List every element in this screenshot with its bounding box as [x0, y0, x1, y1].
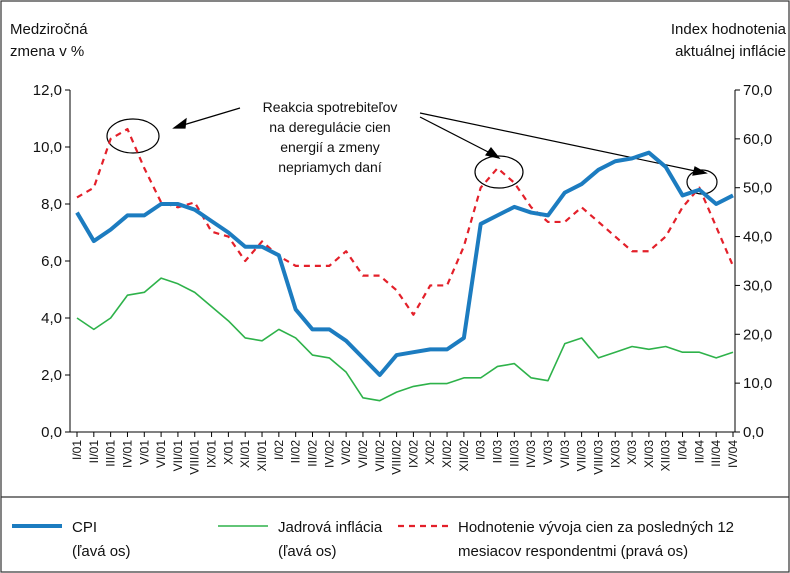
- y2-tick-label: 50,0: [743, 180, 772, 197]
- x-tick-label: IX/03: [608, 440, 622, 468]
- x-tick-label: II/03: [491, 440, 505, 464]
- x-tick-label: III/04: [709, 440, 723, 467]
- y2-axis-title: Index hodnotenia: [671, 21, 787, 38]
- arrowhead: [692, 166, 708, 176]
- y-tick-label: 8,0: [41, 196, 62, 213]
- annotation: na deregulácie cien: [269, 119, 390, 135]
- legend-label: (ľavá os): [72, 543, 131, 560]
- y2-tick-label: 60,0: [743, 131, 772, 148]
- legend-label: Hodnotenie vývoja cien za posledných 12: [458, 519, 734, 536]
- x-tick-label: V/02: [339, 440, 353, 465]
- x-tick-label: IV/01: [120, 440, 134, 468]
- x-tick-label: XI/03: [642, 440, 656, 468]
- x-tick-label: VI/02: [356, 440, 370, 468]
- y-axis-title: Medziročná: [10, 21, 88, 38]
- x-tick-label: I/02: [272, 440, 286, 460]
- legend-label: (ľavá os): [278, 543, 337, 560]
- y2-tick-label: 40,0: [743, 229, 772, 246]
- x-tick-label: VIII/02: [390, 440, 404, 475]
- arrowhead: [484, 147, 501, 159]
- y2-tick-label: 10,0: [743, 375, 772, 392]
- x-tick-label: X/02: [423, 440, 437, 465]
- arrowhead: [172, 117, 187, 129]
- highlight-ellipse: [106, 118, 160, 154]
- y-axis-title: zmena v %: [10, 43, 84, 60]
- annotation: energií a zmeny: [280, 139, 380, 155]
- legend-label: Jadrová inflácia: [278, 519, 383, 536]
- y2-tick-label: 0,0: [743, 424, 764, 441]
- x-tick-label: IV/02: [322, 440, 336, 468]
- x-tick-label: X/01: [221, 440, 235, 465]
- arrow: [179, 107, 241, 127]
- x-tick-label: IX/02: [406, 440, 420, 468]
- x-tick-label: II/04: [692, 440, 706, 464]
- x-tick-label: III/02: [305, 440, 319, 467]
- arrow: [419, 112, 701, 173]
- highlight-ellipse: [474, 155, 524, 189]
- x-tick-label: VIII/03: [591, 440, 605, 475]
- series-line: [75, 150, 734, 377]
- x-tick-label: II/01: [87, 440, 101, 464]
- x-tick-label: II/02: [289, 440, 303, 464]
- y2-tick-label: 20,0: [743, 326, 772, 343]
- y2-axis-title: aktuálnej inflácie: [675, 43, 786, 60]
- x-tick-label: IV/03: [524, 440, 538, 468]
- x-tick-label: V/01: [137, 440, 151, 465]
- x-tick-label: X/03: [625, 440, 639, 465]
- series-line: [76, 127, 735, 316]
- y-tick-label: 2,0: [41, 367, 62, 384]
- y2-tick-label: 70,0: [743, 82, 772, 99]
- x-tick-label: XII/02: [457, 440, 471, 472]
- x-tick-label: III/01: [104, 440, 118, 467]
- annotation-shapes: [106, 107, 718, 195]
- x-tick-label: V/03: [541, 440, 555, 465]
- x-tick-label: VII/03: [575, 440, 589, 472]
- arrow: [419, 116, 495, 156]
- annotation: Reakcia spotrebiteľov: [263, 99, 398, 115]
- x-tick-label: I/04: [676, 440, 690, 460]
- x-tick-label: XII/01: [255, 440, 269, 472]
- y-tick-label: 10,0: [33, 139, 62, 156]
- x-tick-label: XI/01: [238, 440, 252, 468]
- x-tick-label: VII/01: [171, 440, 185, 472]
- y-tick-label: 0,0: [41, 424, 62, 441]
- x-tick-label: VIII/01: [188, 440, 202, 475]
- x-tick-label: IV/04: [726, 440, 740, 468]
- y-tick-label: 4,0: [41, 310, 62, 327]
- x-tick-label: XII/03: [659, 440, 673, 472]
- x-tick-label: XI/02: [440, 440, 454, 468]
- y2-tick-label: 30,0: [743, 277, 772, 294]
- y-tick-label: 6,0: [41, 253, 62, 270]
- x-tick-label: VI/03: [558, 440, 572, 468]
- annotation: nepriamych daní: [278, 159, 382, 175]
- legend-label: mesiacov respondentmi (pravá os): [458, 543, 688, 560]
- x-tick-label: VII/02: [373, 440, 387, 472]
- x-tick-label: I/01: [70, 440, 84, 460]
- x-tick-label: I/03: [474, 440, 488, 460]
- series-line: [76, 277, 734, 402]
- x-tick-label: IX/01: [205, 440, 219, 468]
- x-tick-label: III/03: [507, 440, 521, 467]
- y-tick-label: 12,0: [33, 82, 62, 99]
- x-tick-label: VI/01: [154, 440, 168, 468]
- legend-label: CPI: [72, 519, 97, 536]
